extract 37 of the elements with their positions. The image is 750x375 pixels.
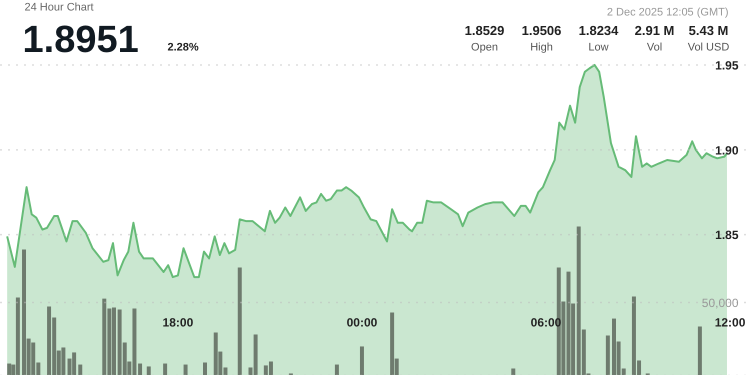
annotation: 1.8234	[578, 23, 620, 38]
bar	[698, 326, 702, 375]
chart-title: 24 Hour Chart	[24, 2, 94, 14]
bar	[238, 267, 242, 375]
annotation: Low	[588, 42, 609, 54]
bar	[390, 312, 394, 375]
bar	[203, 362, 207, 375]
annotation: High	[530, 42, 553, 54]
bar	[7, 364, 12, 375]
bar	[16, 298, 20, 375]
annotation: 2.28%	[168, 42, 199, 54]
annotation: Vol USD	[688, 42, 730, 54]
y-tick-label: 1.85	[715, 228, 739, 242]
annotation: 1.8951	[22, 19, 139, 61]
annotation: 5.43 M	[688, 23, 728, 38]
bar	[334, 364, 339, 375]
annotation: 1.9506	[522, 23, 562, 38]
bar	[22, 250, 26, 375]
bar	[146, 366, 151, 375]
bar	[511, 368, 516, 375]
annotation: 2.91 M	[634, 23, 674, 38]
annotation: 2 Dec 2025 12:05 (GMT)	[606, 6, 729, 18]
x-tick-label: 06:00	[530, 316, 562, 330]
bar	[61, 347, 66, 375]
y2-tick-label: 50,000	[702, 296, 739, 310]
annotation: Vol	[646, 42, 662, 54]
bar	[163, 364, 168, 375]
x-tick-label: 00:00	[346, 316, 378, 330]
x-tick-label: 18:00	[162, 316, 194, 330]
y-tick-label: 1.95	[715, 58, 739, 72]
x-tick-label: 12:00	[714, 316, 746, 330]
bar	[360, 346, 364, 375]
annotation: Open	[471, 42, 498, 54]
y-tick-label: 1.90	[715, 143, 739, 158]
bar	[184, 364, 188, 375]
bar	[606, 336, 610, 375]
annotation: 1.8529	[464, 23, 504, 38]
